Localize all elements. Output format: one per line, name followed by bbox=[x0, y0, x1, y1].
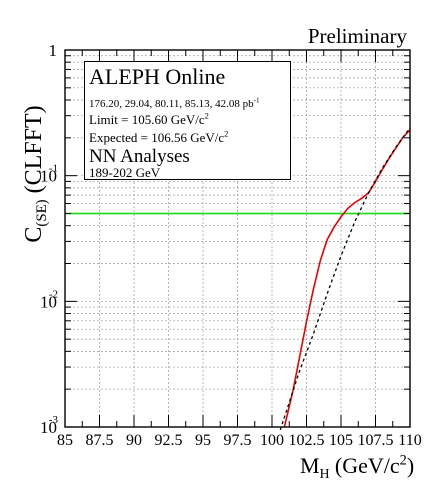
y-tick-label: 10 bbox=[40, 418, 57, 437]
y-axis-label: C(SE) (CLFFT) bbox=[20, 105, 51, 243]
x-tick-label: 102.5 bbox=[289, 432, 325, 449]
legend-box: ALEPH Online 176.20, 29.04, 80.11, 85.13… bbox=[84, 61, 291, 180]
x-tick-label: 97.5 bbox=[224, 432, 252, 449]
legend-energy-range: 189-202 GeV bbox=[89, 165, 161, 180]
y-tick-label: 10 bbox=[40, 167, 57, 186]
preliminary-label: Preliminary bbox=[307, 24, 407, 48]
x-tick-label: 100 bbox=[260, 432, 284, 449]
x-tick-label: 105 bbox=[329, 432, 353, 449]
x-tick-label: 87.5 bbox=[86, 432, 114, 449]
legend-expected: Expected = 106.56 GeV/c2 bbox=[89, 128, 229, 145]
x-tick-label: 85 bbox=[57, 432, 73, 449]
expected-curve bbox=[279, 127, 411, 431]
x-tick-label: 107.5 bbox=[358, 432, 394, 449]
observed-curve bbox=[283, 129, 411, 428]
legend-analysis: NN Analyses bbox=[89, 146, 190, 167]
y-tick-label: 10 bbox=[40, 292, 57, 311]
axis-ticks bbox=[64, 50, 411, 428]
x-tick-label: 95 bbox=[195, 432, 211, 449]
x-axis-label: MH (GeV/c2) bbox=[300, 452, 415, 481]
x-tick-label: 90 bbox=[126, 432, 142, 449]
y-tick-exponent: -1 bbox=[49, 163, 58, 175]
tick-labels: 85 87.5 90 92.5 95 97.5 100 102.5 105 107.5 110110… bbox=[40, 41, 422, 449]
x-tick-label: 92.5 bbox=[155, 432, 183, 449]
y-tick-label: 1 bbox=[49, 41, 58, 60]
chart-series bbox=[65, 127, 411, 431]
y-tick-exponent: -2 bbox=[49, 288, 58, 300]
legend-luminosities: 176.20, 29.04, 80.11, 85.13, 42.08 pb-1 bbox=[89, 96, 260, 110]
x-tick-label: 110 bbox=[398, 432, 421, 449]
legend-title: ALEPH Online bbox=[89, 64, 226, 89]
legend-limit: Limit = 105.60 GeV/c2 bbox=[89, 110, 209, 127]
y-tick-exponent: -3 bbox=[49, 414, 59, 426]
